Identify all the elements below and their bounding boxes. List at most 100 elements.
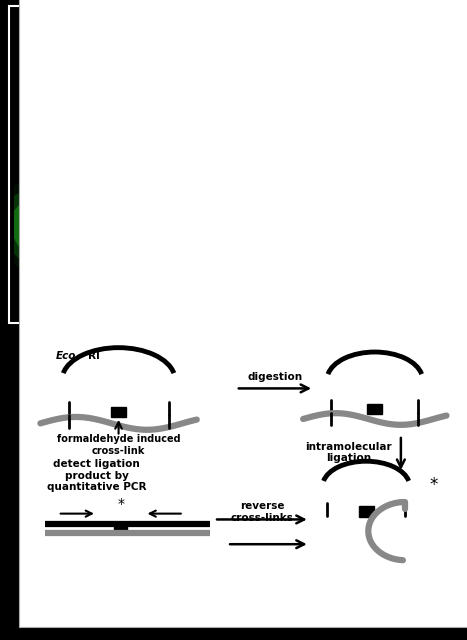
Bar bbox=[427, 97, 441, 120]
Ellipse shape bbox=[42, 102, 51, 109]
Ellipse shape bbox=[200, 205, 311, 263]
Ellipse shape bbox=[39, 86, 44, 90]
Text: *: * bbox=[429, 476, 438, 493]
Bar bbox=[343, 67, 357, 90]
Ellipse shape bbox=[186, 15, 202, 59]
Ellipse shape bbox=[239, 90, 246, 105]
Ellipse shape bbox=[111, 118, 115, 123]
Ellipse shape bbox=[239, 243, 316, 280]
Ellipse shape bbox=[93, 119, 100, 125]
Bar bbox=[360, 36, 374, 58]
Ellipse shape bbox=[94, 224, 241, 313]
Ellipse shape bbox=[120, 70, 124, 76]
Text: 3: 3 bbox=[148, 301, 153, 310]
Text: 2: 2 bbox=[208, 49, 214, 58]
Bar bbox=[394, 36, 408, 58]
Text: *: * bbox=[117, 497, 124, 511]
Ellipse shape bbox=[243, 245, 311, 278]
Text: product by: product by bbox=[65, 470, 129, 481]
Bar bbox=[427, 36, 441, 58]
Ellipse shape bbox=[43, 40, 50, 47]
Ellipse shape bbox=[31, 54, 44, 62]
Text: 5: 5 bbox=[181, 83, 185, 92]
Ellipse shape bbox=[93, 37, 100, 47]
Ellipse shape bbox=[52, 154, 61, 159]
Bar bbox=[367, 404, 382, 415]
Ellipse shape bbox=[104, 135, 110, 141]
Text: digestion: digestion bbox=[248, 372, 303, 381]
Text: z: z bbox=[220, 100, 225, 109]
Text: a: a bbox=[24, 21, 30, 31]
Ellipse shape bbox=[218, 100, 226, 108]
Ellipse shape bbox=[289, 259, 337, 286]
Bar bbox=[410, 129, 425, 152]
Bar bbox=[410, 67, 425, 90]
Ellipse shape bbox=[160, 211, 263, 279]
Ellipse shape bbox=[309, 210, 403, 264]
Ellipse shape bbox=[192, 201, 319, 268]
Ellipse shape bbox=[167, 188, 344, 280]
Ellipse shape bbox=[21, 198, 182, 298]
Ellipse shape bbox=[315, 213, 397, 261]
Ellipse shape bbox=[35, 118, 41, 122]
Bar bbox=[343, 36, 357, 58]
Text: 4: 4 bbox=[398, 26, 403, 35]
Text: 5: 5 bbox=[415, 26, 420, 35]
Ellipse shape bbox=[110, 234, 226, 304]
Ellipse shape bbox=[66, 103, 72, 108]
Ellipse shape bbox=[87, 220, 248, 317]
Bar bbox=[377, 129, 391, 152]
Ellipse shape bbox=[211, 215, 256, 239]
Ellipse shape bbox=[102, 104, 107, 108]
Ellipse shape bbox=[248, 247, 307, 276]
Text: cross-link: cross-link bbox=[92, 446, 145, 456]
Text: 6: 6 bbox=[173, 98, 179, 107]
Text: 1: 1 bbox=[191, 33, 197, 42]
Text: 1: 1 bbox=[137, 186, 142, 195]
Ellipse shape bbox=[84, 52, 92, 61]
Text: 5: 5 bbox=[256, 90, 261, 99]
Ellipse shape bbox=[0, 179, 214, 317]
Ellipse shape bbox=[175, 193, 336, 276]
Text: 1: 1 bbox=[334, 301, 339, 310]
Text: 2: 2 bbox=[369, 188, 374, 198]
Ellipse shape bbox=[281, 255, 344, 290]
Ellipse shape bbox=[236, 125, 245, 145]
Text: 1: 1 bbox=[348, 26, 353, 35]
Ellipse shape bbox=[70, 86, 81, 93]
Ellipse shape bbox=[117, 238, 218, 300]
Text: 6: 6 bbox=[239, 93, 245, 102]
Ellipse shape bbox=[32, 205, 172, 291]
Text: 3: 3 bbox=[382, 26, 386, 35]
Text: ligation: ligation bbox=[326, 453, 371, 463]
Ellipse shape bbox=[171, 99, 181, 107]
Ellipse shape bbox=[107, 56, 112, 64]
Text: c: c bbox=[297, 21, 303, 31]
Ellipse shape bbox=[223, 57, 233, 90]
Ellipse shape bbox=[264, 62, 273, 84]
Text: 5: 5 bbox=[279, 301, 284, 310]
Ellipse shape bbox=[234, 241, 320, 283]
Ellipse shape bbox=[299, 207, 361, 247]
Ellipse shape bbox=[241, 35, 259, 69]
Text: 6: 6 bbox=[209, 186, 214, 195]
Text: 2 µm: 2 µm bbox=[391, 287, 409, 293]
Text: formaldehyde induced: formaldehyde induced bbox=[57, 435, 180, 444]
Text: intramolecular: intramolecular bbox=[305, 442, 392, 452]
Ellipse shape bbox=[117, 101, 122, 108]
Ellipse shape bbox=[79, 156, 85, 160]
Ellipse shape bbox=[0, 185, 203, 311]
Ellipse shape bbox=[99, 154, 103, 159]
Bar bbox=[114, 522, 127, 534]
Text: reverse: reverse bbox=[240, 501, 284, 511]
Ellipse shape bbox=[255, 87, 262, 102]
Ellipse shape bbox=[375, 230, 426, 261]
Ellipse shape bbox=[166, 215, 257, 275]
Ellipse shape bbox=[304, 210, 357, 244]
Ellipse shape bbox=[303, 206, 410, 268]
Text: 4: 4 bbox=[196, 103, 201, 112]
Ellipse shape bbox=[207, 213, 260, 241]
Bar bbox=[444, 67, 458, 90]
Ellipse shape bbox=[108, 86, 114, 93]
Ellipse shape bbox=[115, 44, 119, 47]
